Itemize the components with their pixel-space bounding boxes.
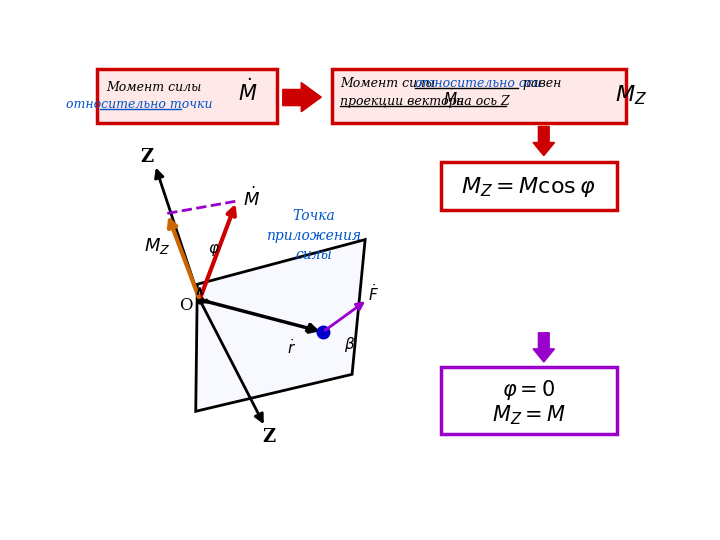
Text: $\beta$: $\beta$ xyxy=(344,335,356,354)
Text: $\varphi = 0$: $\varphi = 0$ xyxy=(502,378,555,402)
Text: Z: Z xyxy=(140,148,154,166)
Text: Z: Z xyxy=(262,428,276,447)
FancyBboxPatch shape xyxy=(332,70,626,123)
Text: проекции вектора: проекции вектора xyxy=(340,95,464,108)
Text: $\dot{M}$: $\dot{M}$ xyxy=(238,78,258,105)
Text: $\dot{r}$: $\dot{r}$ xyxy=(287,338,297,357)
Text: $M_Z = M\cos\varphi$: $M_Z = M\cos\varphi$ xyxy=(462,175,595,199)
Text: $\dot{M}$: $\dot{M}$ xyxy=(243,187,261,211)
Text: $M_Z = M$: $M_Z = M$ xyxy=(492,403,565,427)
Text: $M_Z$: $M_Z$ xyxy=(615,84,647,107)
Text: $\dot{F}$: $\dot{F}$ xyxy=(368,283,379,304)
Text: $M_Z$: $M_Z$ xyxy=(144,236,171,256)
Text: относительно точки: относительно точки xyxy=(66,98,213,111)
Text: Момент силы: Момент силы xyxy=(340,77,439,90)
Polygon shape xyxy=(533,333,554,362)
Text: Момент силы: Момент силы xyxy=(106,80,201,93)
FancyBboxPatch shape xyxy=(97,70,277,123)
Text: $\dot{M}$: $\dot{M}$ xyxy=(443,87,458,109)
FancyBboxPatch shape xyxy=(441,162,617,210)
Text: относительно оси: относительно оси xyxy=(415,77,541,90)
Text: Точка
приложения
силы: Точка приложения силы xyxy=(266,209,361,262)
Text: равен: равен xyxy=(519,77,562,90)
Text: O: O xyxy=(179,298,192,314)
Polygon shape xyxy=(533,126,554,156)
FancyBboxPatch shape xyxy=(441,367,617,434)
Text: на ось Z: на ось Z xyxy=(456,95,510,108)
Text: $\varphi$: $\varphi$ xyxy=(207,241,220,258)
Polygon shape xyxy=(196,240,365,411)
Polygon shape xyxy=(283,83,321,112)
